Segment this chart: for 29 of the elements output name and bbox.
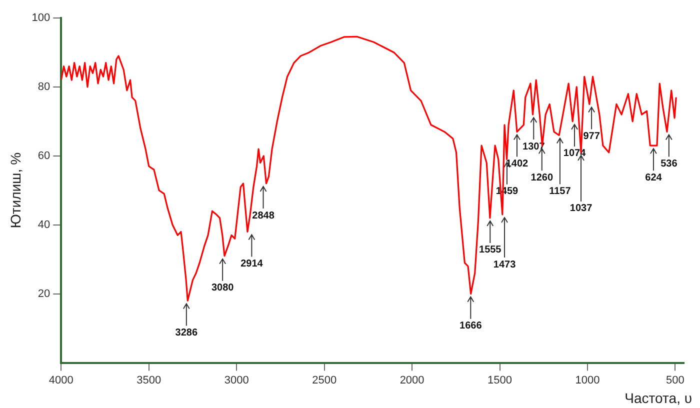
- x-tick-label: 2000: [400, 374, 424, 386]
- annotation: 1473: [493, 259, 516, 270]
- annotation: 1037: [570, 203, 593, 214]
- annotation: 3080: [211, 282, 234, 294]
- annotation: 624: [645, 172, 662, 184]
- y-tick-label: 80: [38, 80, 50, 93]
- annotation: 1074: [563, 148, 586, 160]
- annotation: 3286: [175, 327, 198, 338]
- annotation: 1555: [479, 244, 502, 256]
- x-axis-title: Частота, υ: [624, 390, 692, 406]
- y-tick-label: 60: [38, 150, 50, 162]
- annotation: 977: [583, 130, 600, 142]
- annotation: 1157: [549, 186, 572, 197]
- y-tick-label: 20: [38, 288, 50, 300]
- annotation: 536: [660, 158, 678, 170]
- x-tick-label: 500: [666, 374, 684, 386]
- y-tick-label: 100: [32, 12, 50, 24]
- x-tick-label: 4000: [48, 374, 74, 386]
- x-tick-label: 2500: [312, 374, 337, 386]
- y-axis-title: Ютилиш, %: [7, 152, 24, 228]
- y-tick-label: 40: [38, 218, 50, 231]
- x-tick-label: 1000: [575, 374, 600, 386]
- x-tick-label: 1500: [488, 374, 512, 386]
- x-tick-label: 3000: [224, 374, 249, 386]
- annotation: 2914: [240, 258, 264, 270]
- x-tick-label: 3500: [136, 374, 162, 386]
- annotation: 1260: [530, 172, 554, 184]
- annotation: 2848: [252, 210, 275, 222]
- annotation: 1666: [460, 320, 482, 332]
